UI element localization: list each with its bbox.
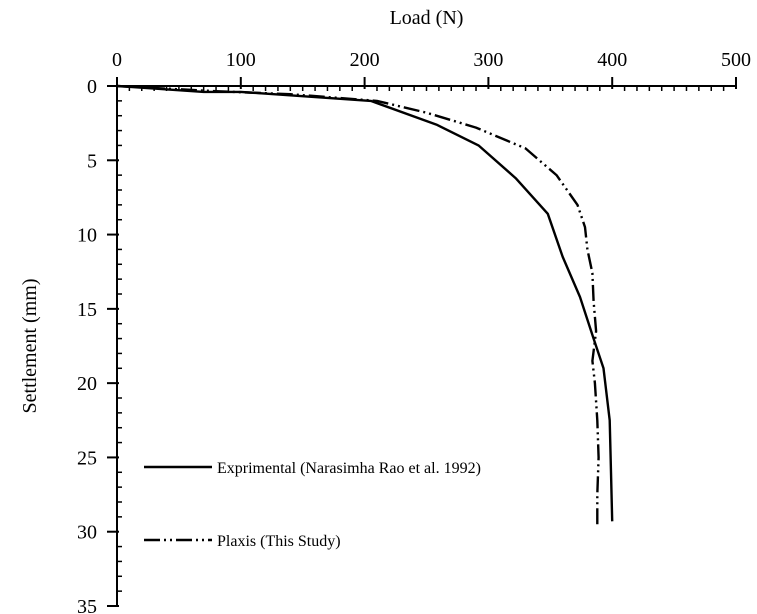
series-line-0: [116, 84, 614, 522]
y-tick-label: 5: [87, 150, 97, 172]
y-tick-label: 25: [77, 447, 97, 469]
legend-label-plaxis: Plaxis (This Study): [217, 533, 341, 550]
y-tick-label: 35: [77, 596, 97, 614]
x-tick-label: 100: [226, 49, 256, 71]
y-tick-label: 20: [77, 373, 97, 395]
series-line-1: [116, 84, 600, 528]
y-axis-title: Settlement (mm): [19, 279, 41, 414]
x-tick-label: 200: [350, 49, 380, 71]
y-tick-label: 0: [87, 76, 97, 98]
legend-label-experimental: Exprimental (Narasimha Rao et al. 1992): [217, 460, 481, 477]
legend: Exprimental (Narasimha Rao et al. 1992) …: [144, 460, 481, 550]
axis-ticks: 0 100 200 300 400 500 0 5 10 15 20 25 30 35: [77, 49, 751, 614]
x-tick-label: 400: [597, 49, 627, 71]
x-tick-label: 300: [473, 49, 503, 71]
x-tick-label: 500: [721, 49, 751, 71]
series-lines: [116, 84, 614, 528]
x-tick-label: 0: [112, 49, 122, 71]
y-tick-label: 30: [77, 522, 97, 544]
y-tick-label: 15: [77, 299, 97, 321]
x-axis-title: Load (N): [390, 7, 464, 29]
y-tick-label: 10: [77, 225, 97, 247]
